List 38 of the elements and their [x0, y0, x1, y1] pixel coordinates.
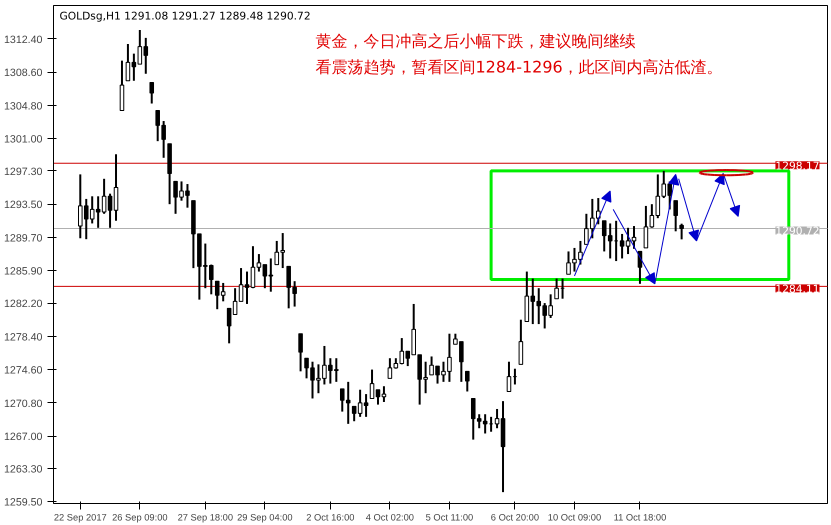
- x-tick-label: 26 Sep 09:00: [112, 512, 168, 522]
- y-tick-label: 1267.00: [4, 431, 43, 444]
- ref-line-label: 1290.72: [775, 224, 820, 238]
- y-tick-label: 1278.40: [4, 331, 43, 344]
- annotation: 黄金，今日冲高之后小幅下跌，建议晚间继续: [316, 32, 636, 50]
- y-tick-label: 1293.50: [4, 199, 43, 212]
- x-tick-label: 22 Sep 2017: [54, 512, 107, 522]
- x-tick-label: 29 Sep 04:00: [237, 512, 293, 522]
- x-tick-label: 6 Oct 20:00: [490, 512, 540, 522]
- x-tick-label: 10 Oct 09:00: [548, 512, 602, 522]
- y-tick-label: 1289.70: [4, 232, 43, 244]
- y-tick-label: 1274.60: [4, 364, 43, 377]
- x-tick-label: 27 Sep 18:00: [178, 512, 234, 522]
- y-tick-label: 1304.80: [4, 100, 43, 112]
- y-tick-label: 1263.30: [4, 463, 43, 476]
- candlestick: [298, 332, 303, 372]
- y-tick-label: 1297.30: [4, 166, 43, 178]
- y-tick-label: 1301.00: [4, 134, 43, 146]
- candlestick: [465, 370, 470, 392]
- x-tick-label: 5 Oct 11:00: [426, 512, 474, 522]
- x-tick-label: 11 Oct 18:00: [614, 512, 666, 522]
- ref-line-label: 1284.11: [775, 282, 820, 296]
- y-tick-label: 1285.90: [4, 266, 43, 278]
- candlestick: [679, 222, 684, 240]
- annotation: 看震荡趋势，暂看区间1284-1296，此区间内高沽低渣。: [316, 58, 723, 76]
- ref-line-label: 1298.17: [775, 159, 820, 172]
- y-tick-label: 1270.80: [4, 398, 43, 410]
- y-tick-label: 1282.20: [4, 298, 43, 310]
- y-tick-label: 1312.40: [4, 34, 43, 46]
- chart-title: GOLDsg,H1 1291.08 1291.27 1289.48 1290.72: [60, 10, 311, 22]
- y-tick-label: 1308.60: [4, 67, 43, 80]
- candlestick: [149, 82, 154, 105]
- x-tick-label: 2 Oct 16:00: [306, 512, 354, 522]
- candlestick: [554, 278, 559, 300]
- candlestick: [673, 200, 678, 232]
- y-tick-label: 1259.50: [4, 496, 43, 509]
- x-tick-label: 4 Oct 02:00: [366, 512, 414, 522]
- candlestick: [518, 318, 524, 366]
